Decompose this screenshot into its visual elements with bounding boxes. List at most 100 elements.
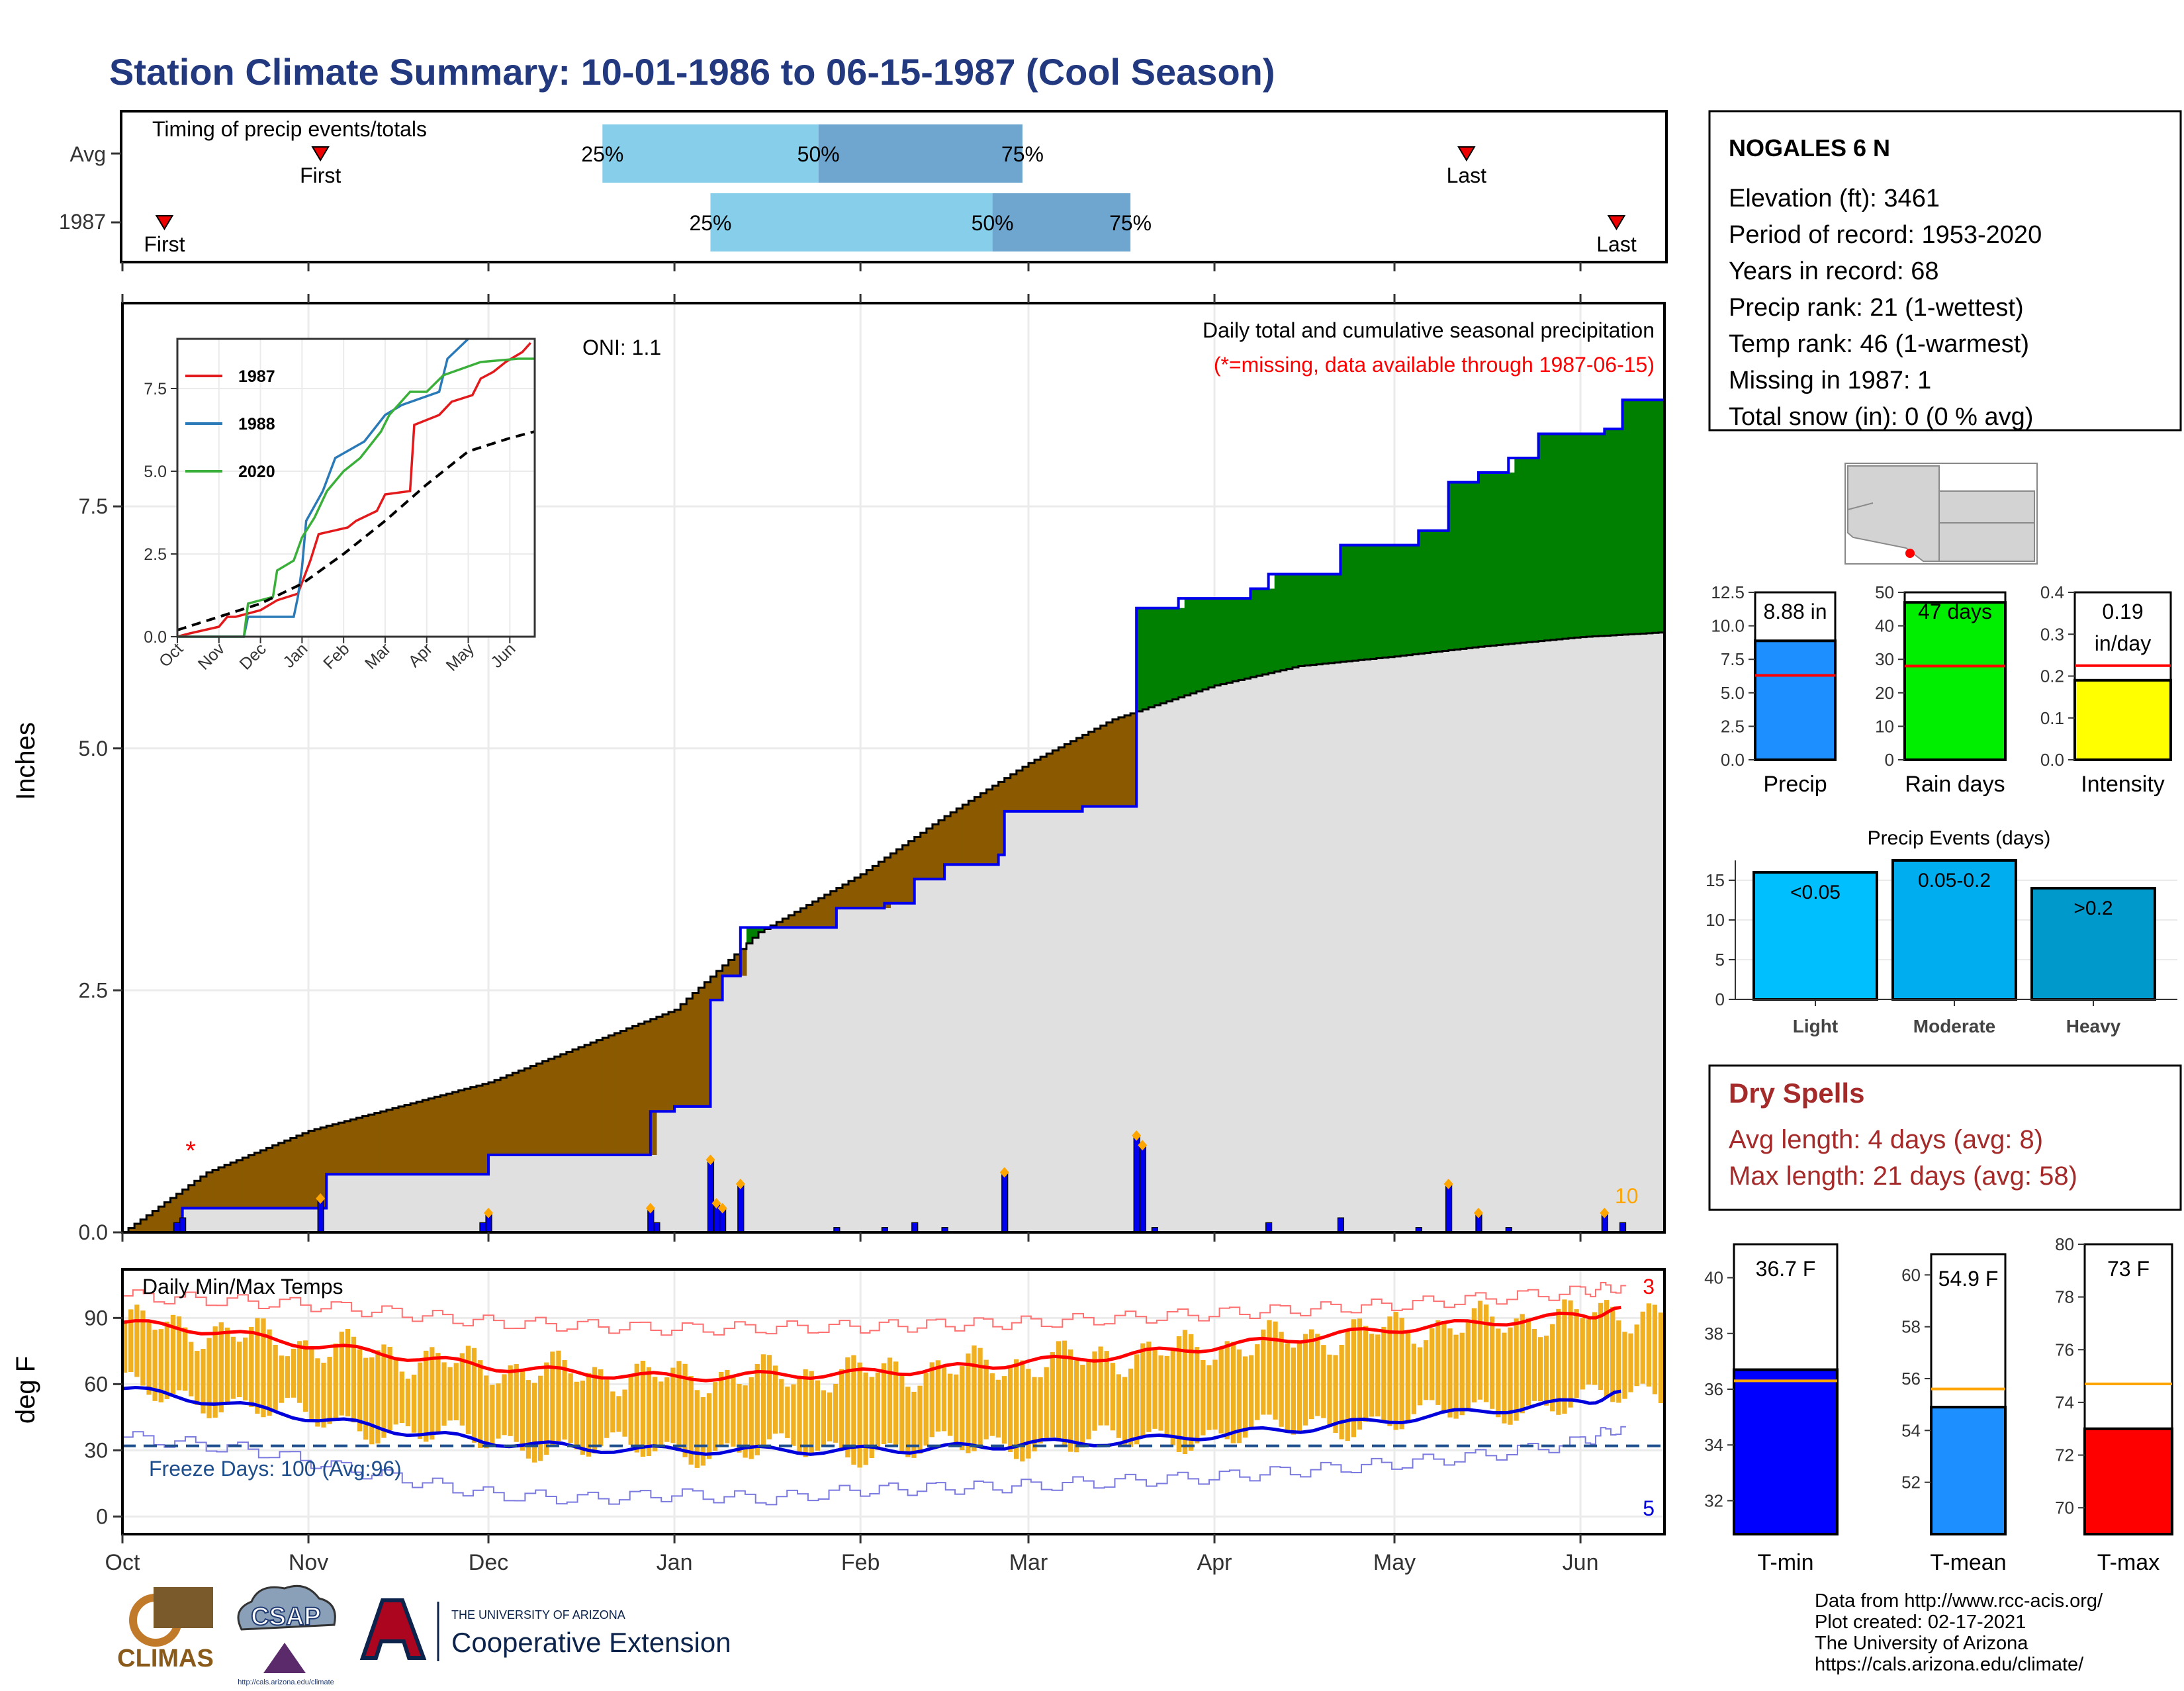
footer-line-univ: The University of Arizona [1815,1633,2028,1654]
daily-temp-bar [128,1309,134,1373]
daily-temp-bar [966,1353,971,1453]
deficit-segment [350,1119,357,1175]
daily-temp-bar [249,1326,254,1407]
season-stats-charts: 8.88 in Precip 0.0 2.5 5.0 7.5 10.0 12.5 47 days… [1711,582,2172,797]
csap-logo: CSAP http://cals.arizona.edu/climate [237,1584,336,1686]
timing-last-marker-icon [1607,215,1626,230]
daily-temp-bar [1610,1306,1615,1402]
deficit-segment [788,915,796,928]
deficit-segment [326,1126,333,1175]
deficit-segment [182,1189,189,1209]
deficit-segment [1076,738,1083,811]
timing-last-label: Last [1447,163,1487,187]
surplus-segment [1466,482,1473,649]
surplus-segment [1268,588,1275,673]
deficit-segment [428,1098,435,1175]
deficit-segment [470,1087,477,1175]
deficit-segment [590,1042,597,1155]
daily-temp-bar [929,1362,934,1438]
surplus-segment [1460,482,1467,649]
daily-temp-bar [146,1322,152,1395]
tstat-ytick-label: 60 [1901,1265,1921,1285]
surplus-segment [1172,608,1179,700]
daily-temp-bar [484,1375,489,1449]
deficit-segment [1088,731,1095,807]
daily-temp-bar [863,1372,868,1465]
events-ytick-label: 0 [1715,989,1725,1009]
daily-temp-bar [1206,1365,1212,1430]
deficit-segment [740,948,747,976]
deficit-segment [236,1160,243,1209]
daily-temp-bar [447,1367,453,1421]
events-category-label: Heavy [2066,1016,2121,1036]
stat-ytick-label: 12.5 [1711,582,1745,602]
surplus-segment [1286,574,1293,669]
daily-temp-bar [947,1373,953,1436]
main-ylabel: Inches [11,722,40,800]
deficit-segment [656,1017,663,1112]
daily-temp-bar [1543,1336,1549,1406]
month-label: Apr [1197,1550,1232,1575]
daily-temp-bar [212,1326,218,1418]
deficit-segment [266,1148,273,1209]
surplus-segment [1376,545,1383,659]
deficit-segment [626,1028,633,1155]
daily-temp-bar [725,1369,730,1443]
daily-temp-bar [1598,1303,1604,1391]
cumulative-1987-line [122,373,1666,1234]
daily-temp-bar [459,1353,465,1426]
deficit-segment [164,1202,171,1232]
deficit-segment [554,1056,561,1155]
missing-marker: * [185,1136,196,1165]
deficit-segment [968,801,975,865]
daily-temp-bar [875,1372,880,1450]
ua-a-icon [359,1598,427,1660]
daily-temp-bar [152,1330,158,1401]
stat-ytick-label: 0.4 [2040,582,2064,602]
temp-ytick-label: 60 [84,1372,108,1396]
daily-temp-bar [935,1360,940,1432]
events-bar-Moderate [1891,859,2017,1001]
daily-temp-bar [616,1396,621,1432]
surplus-segment [1304,574,1311,666]
station-line-precip-rank: Precip rank: 21 (1-wettest) [1729,294,2024,322]
surplus-segment [1508,472,1515,644]
deficit-segment [512,1073,519,1155]
daily-temp-bar [869,1377,874,1458]
deficit-segment [608,1035,615,1155]
daily-temp-bar [315,1358,320,1427]
deficit-segment [728,960,735,976]
deficit-segment [464,1089,471,1175]
footer-line-created: Plot created: 02-17-2021 [1815,1612,2026,1633]
temp-ylabel: deg F [11,1356,40,1424]
daily-temp-bar [453,1363,459,1421]
daily-temp-bar [941,1366,947,1432]
deficit-segment [986,789,993,865]
climas-graphic-icon [154,1587,213,1628]
temp-chart-label: Daily Min/Max Temps [142,1275,343,1299]
deficit-segment [1052,750,1059,811]
daily-temp-bar [393,1357,398,1425]
timing-last-label: Last [1596,232,1637,256]
deficit-segment [1046,753,1053,811]
station-line-snow: Total snow (in): 0 (0 % avg) [1729,403,2033,431]
deficit-segment [518,1070,525,1155]
deficit-segment [476,1085,483,1175]
station-line-period: Period of record: 1953-2020 [1729,221,2042,249]
daily-temp-bar [1537,1337,1543,1402]
tstat-ytick-label: 38 [1704,1324,1723,1344]
tstat-ytick-label: 52 [1901,1473,1921,1492]
surplus-segment [1364,545,1371,660]
daily-temp-bar [1490,1316,1495,1409]
surplus-segment [1586,434,1593,637]
timing-first-marker-icon [155,215,174,230]
deficit-segment [416,1101,423,1175]
daily-temp-bar [1261,1329,1266,1415]
daily-temp-bar [670,1367,676,1443]
daily-temp-bar [1459,1332,1465,1416]
surplus-segment [1256,588,1263,676]
daily-temp-bar [1230,1342,1236,1443]
daily-temp-bar [1430,1328,1435,1400]
daily-temp-bar [1032,1377,1037,1451]
daily-temp-bar [881,1363,887,1444]
